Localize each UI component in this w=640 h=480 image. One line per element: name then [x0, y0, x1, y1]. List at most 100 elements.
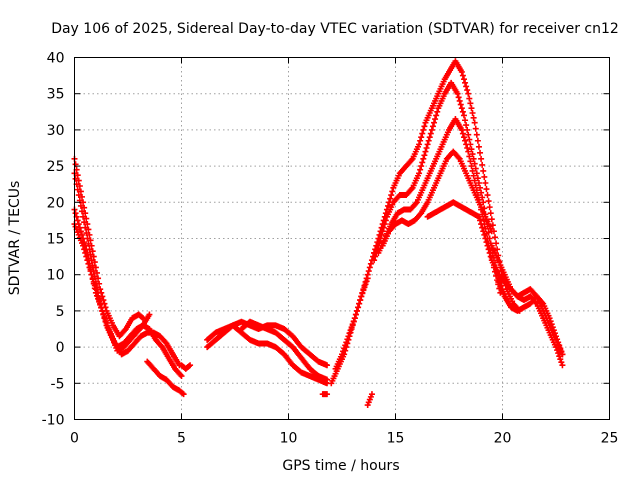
data-point [420, 155, 427, 162]
data-point [458, 68, 465, 75]
data-point [471, 119, 478, 126]
data-point [87, 268, 94, 275]
data-point [494, 246, 501, 253]
data-point [468, 146, 475, 153]
data-point [187, 362, 194, 369]
data-point [417, 137, 424, 144]
data-point [427, 130, 434, 137]
data-point [324, 362, 331, 369]
data-point [388, 192, 395, 199]
data-point [366, 264, 373, 271]
data-point [457, 101, 464, 108]
data-point [459, 72, 466, 79]
data-point [88, 242, 95, 249]
data-point [93, 292, 100, 299]
data-point [483, 239, 490, 246]
chart-title: Day 106 of 2025, Sidereal Day-to-day VTE… [51, 21, 619, 37]
data-point [146, 311, 153, 318]
data-point [557, 345, 564, 352]
y-tick-label: 0 [56, 340, 65, 356]
data-point [341, 345, 348, 352]
data-point [358, 293, 365, 300]
data-point [364, 275, 371, 282]
data-point [483, 186, 490, 193]
data-point [77, 202, 84, 209]
series-trace-18 [424, 199, 566, 358]
data-point [484, 192, 491, 199]
y-tick-label: 20 [47, 195, 65, 211]
data-point [469, 110, 476, 117]
series-trace-17 [379, 148, 495, 249]
data-point [418, 163, 425, 170]
data-point [475, 143, 482, 150]
data-point [559, 362, 566, 369]
data-point [360, 287, 367, 294]
data-point [551, 330, 558, 337]
data-point [74, 186, 81, 193]
series-trace-10 [319, 391, 331, 398]
data-point [559, 351, 566, 358]
data-point [429, 123, 436, 130]
data-point [556, 353, 563, 360]
data-point [339, 351, 345, 358]
data-point [74, 217, 81, 224]
data-point [479, 194, 486, 201]
data-point [98, 304, 105, 311]
data-point [84, 221, 91, 228]
data-point [89, 262, 96, 269]
x-tick-label: 25 [601, 431, 619, 447]
data-point [477, 217, 484, 224]
data-point [425, 137, 432, 144]
data-point [416, 141, 423, 148]
data-point [72, 210, 79, 217]
data-point [460, 112, 467, 119]
data-point [419, 159, 426, 166]
y-tick-label: 35 [47, 87, 65, 103]
data-point [554, 347, 561, 354]
data-point [487, 253, 494, 260]
data-point [556, 342, 563, 349]
x-axis-label: GPS time / hours [282, 458, 399, 474]
data-point [95, 295, 102, 302]
data-point [419, 130, 426, 137]
data-point [485, 246, 492, 253]
data-point [77, 188, 84, 195]
series-trace-5 [144, 358, 187, 398]
data-point [462, 137, 469, 144]
data-point [481, 173, 488, 180]
data-point [486, 249, 493, 256]
data-point [179, 390, 186, 397]
data-point [104, 322, 111, 329]
data-point [90, 280, 97, 287]
data-point [467, 158, 474, 165]
data-point [85, 226, 92, 233]
data-point [553, 344, 559, 351]
data-point [324, 391, 331, 398]
data-point [479, 224, 486, 231]
data-point [102, 316, 109, 323]
y-tick-label: 40 [47, 51, 65, 67]
data-point [97, 301, 104, 308]
data-point [474, 175, 481, 182]
data-point [88, 271, 95, 278]
data-point [82, 210, 89, 217]
data-point [478, 155, 485, 162]
data-point [372, 253, 379, 260]
data-point [460, 134, 467, 141]
data-point [357, 297, 364, 304]
data-point [382, 217, 389, 224]
data-point [423, 145, 430, 151]
y-tick-label: -10 [42, 413, 65, 429]
data-point [346, 330, 353, 337]
data-point [477, 184, 484, 191]
data-point [488, 228, 495, 235]
data-point [464, 126, 471, 133]
data-point [462, 117, 469, 124]
data-point [478, 221, 485, 228]
data-point [363, 278, 370, 285]
data-point [78, 208, 85, 215]
data-point [469, 167, 476, 174]
data-point [473, 170, 480, 177]
data-point [80, 199, 87, 206]
series-trace-12 [332, 275, 371, 372]
